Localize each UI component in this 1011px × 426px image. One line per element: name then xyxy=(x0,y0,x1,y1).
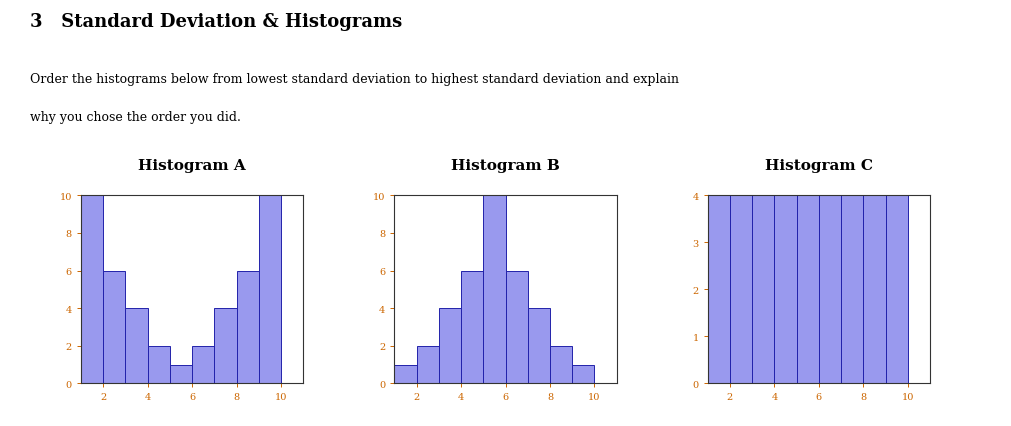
Bar xyxy=(125,308,148,383)
Bar xyxy=(81,196,103,383)
Bar xyxy=(483,196,506,383)
Bar xyxy=(797,196,819,383)
Bar xyxy=(259,196,281,383)
Bar xyxy=(506,271,528,383)
Bar xyxy=(417,346,439,383)
Bar xyxy=(394,365,417,383)
Text: Histogram A: Histogram A xyxy=(139,158,246,173)
Text: Order the histograms below from lowest standard deviation to highest standard de: Order the histograms below from lowest s… xyxy=(30,72,679,85)
Bar xyxy=(103,271,125,383)
Bar xyxy=(730,196,752,383)
Bar xyxy=(863,196,886,383)
Text: 3   Standard Deviation & Histograms: 3 Standard Deviation & Histograms xyxy=(30,13,402,31)
Bar xyxy=(774,196,797,383)
Bar xyxy=(192,346,214,383)
Bar xyxy=(752,196,774,383)
Bar xyxy=(148,346,170,383)
Bar xyxy=(708,196,730,383)
Bar xyxy=(572,365,594,383)
Text: Histogram C: Histogram C xyxy=(765,158,872,173)
Bar xyxy=(886,196,908,383)
Text: Histogram B: Histogram B xyxy=(451,158,560,173)
Text: why you chose the order you did.: why you chose the order you did. xyxy=(30,111,242,124)
Bar xyxy=(461,271,483,383)
Bar xyxy=(841,196,863,383)
Bar xyxy=(550,346,572,383)
Bar xyxy=(214,308,237,383)
Bar xyxy=(170,365,192,383)
Bar xyxy=(237,271,259,383)
Bar xyxy=(439,308,461,383)
Bar xyxy=(528,308,550,383)
Bar xyxy=(819,196,841,383)
